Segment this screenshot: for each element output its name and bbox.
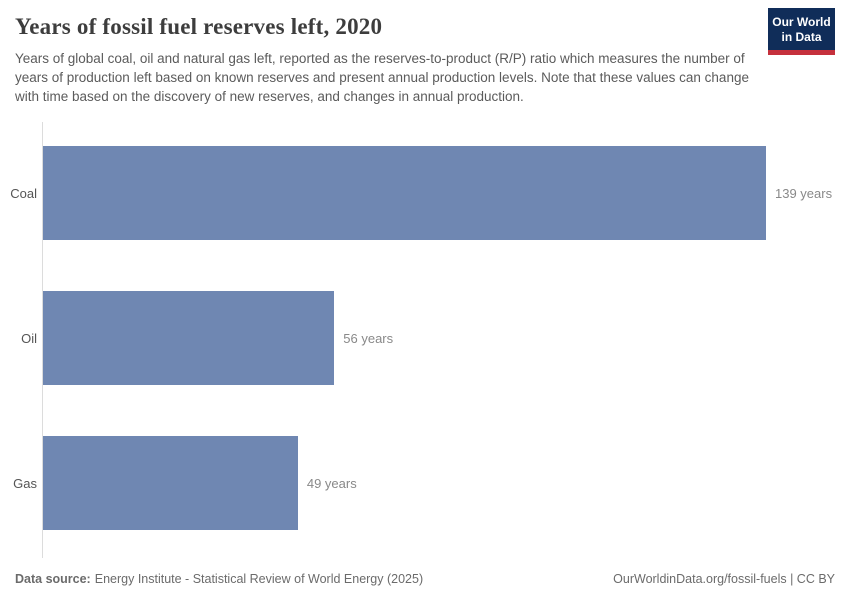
- chart-header: Years of fossil fuel reserves left, 2020…: [15, 8, 835, 106]
- attribution-link: OurWorldinData.org/fossil-fuels | CC BY: [613, 572, 835, 586]
- y-axis-line: [42, 122, 43, 559]
- bar-track: 139 years: [43, 146, 832, 241]
- data-source: Data source: Energy Institute - Statistic…: [15, 572, 423, 586]
- value-label-gas: 49 years: [306, 475, 357, 491]
- data-source-text: Energy Institute - Statistical Review of…: [94, 572, 424, 586]
- bar-row-gas: Gas 49 years: [0, 436, 850, 531]
- category-label-coal: Coal: [10, 185, 37, 201]
- owid-logo-line2: in Data: [781, 29, 822, 44]
- bar-oil: [43, 291, 335, 386]
- value-label-coal: 139 years: [775, 185, 833, 201]
- bar-track: 56 years: [43, 291, 766, 386]
- chart-title: Years of fossil fuel reserves left, 2020: [15, 14, 383, 39]
- chart-subtitle: Years of global coal, oil and natural ga…: [15, 51, 749, 105]
- category-label-oil: Oil: [21, 330, 37, 346]
- bar-gas: [43, 436, 298, 531]
- bar-row-oil: Oil 56 years: [0, 291, 850, 386]
- bar-coal: [43, 146, 766, 241]
- category-label-gas: Gas: [13, 475, 37, 491]
- bar-track: 49 years: [43, 436, 766, 531]
- bar-row-coal: Coal 139 years: [0, 146, 850, 241]
- owid-logo: Our World in Data: [768, 8, 835, 56]
- bar-chart-plot: Coal 139 years Oil 56 years Gas 49 years: [0, 122, 850, 559]
- value-label-oil: 56 years: [343, 330, 394, 346]
- chart-footer: Data source: Energy Institute - Statistic…: [15, 572, 835, 586]
- data-source-label: Data source:: [15, 572, 91, 586]
- owid-logo-line1: Our World: [772, 15, 831, 29]
